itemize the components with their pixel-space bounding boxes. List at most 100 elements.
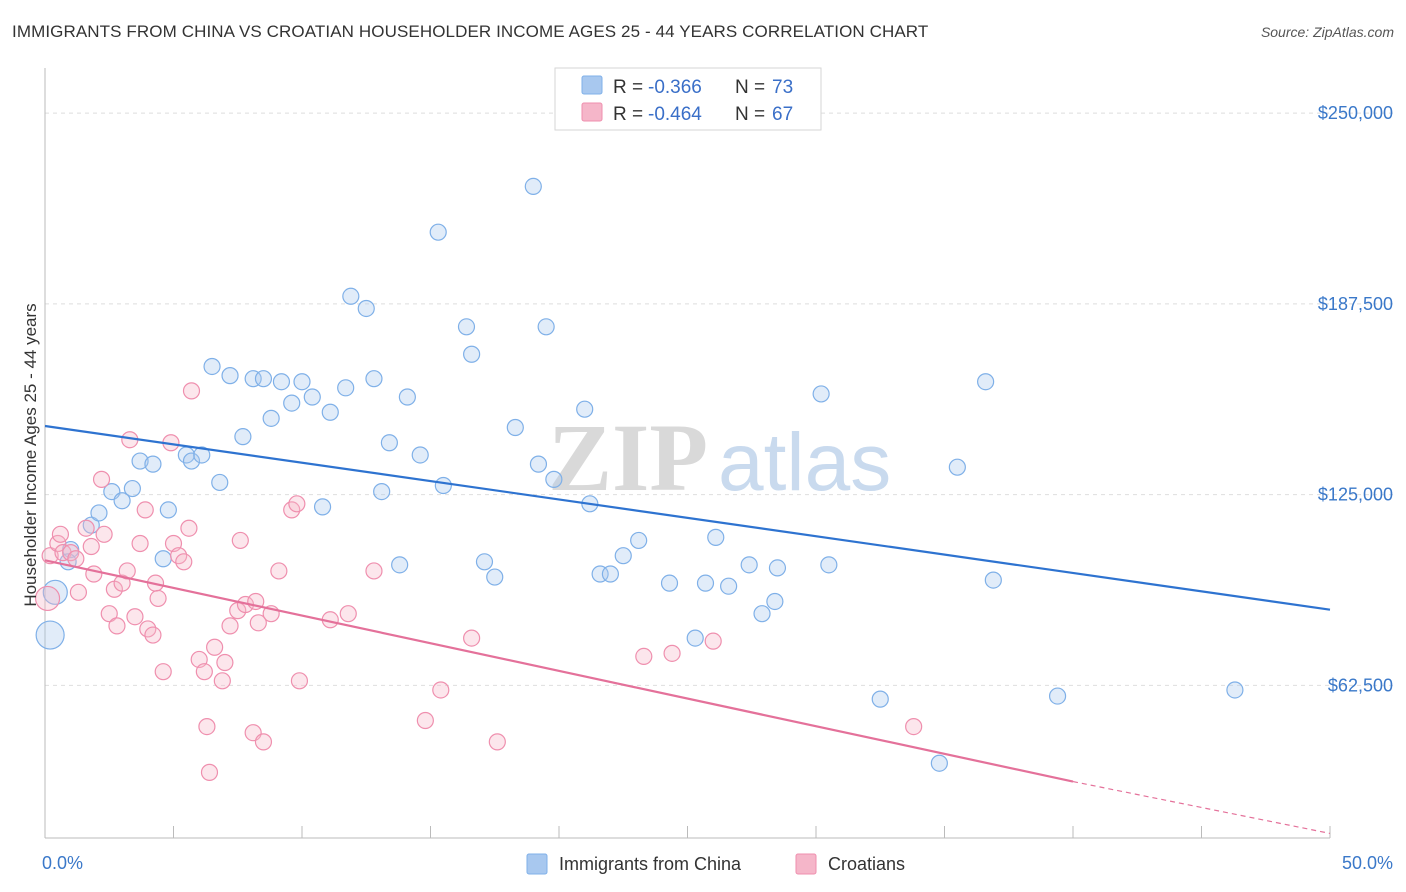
data-point xyxy=(977,373,995,391)
data-point xyxy=(51,525,70,543)
data-point xyxy=(506,418,524,437)
data-point xyxy=(293,373,311,391)
data-point xyxy=(34,585,61,612)
legend-label-china: Immigrants from China xyxy=(559,854,742,874)
data-point xyxy=(486,568,504,586)
trend-line-croatians xyxy=(44,559,1074,783)
series-croatians-points xyxy=(34,382,923,781)
y-tick-label: $187,500 xyxy=(1318,294,1393,314)
data-point xyxy=(113,492,131,510)
data-point xyxy=(339,605,357,623)
stats-n-value-china: 73 xyxy=(772,77,793,98)
data-point xyxy=(231,531,249,550)
data-point xyxy=(663,644,681,662)
data-point xyxy=(206,638,224,656)
data-point xyxy=(766,592,784,611)
data-point xyxy=(216,653,234,672)
data-point xyxy=(576,400,594,418)
stats-r-label-croatians: R = xyxy=(613,104,643,125)
data-point xyxy=(221,367,239,385)
data-point xyxy=(198,718,216,736)
data-point xyxy=(768,559,787,577)
data-point xyxy=(342,287,360,305)
data-point xyxy=(262,409,280,427)
data-point xyxy=(234,428,252,446)
data-point xyxy=(144,626,162,644)
data-point xyxy=(303,388,321,406)
data-point xyxy=(254,733,273,751)
stats-swatch-croatians xyxy=(581,102,603,122)
data-point xyxy=(812,385,830,403)
watermark-atlas: atlas xyxy=(718,417,891,508)
watermark-zip: ZIP xyxy=(548,404,708,511)
data-point xyxy=(704,632,722,650)
data-point xyxy=(283,394,301,412)
trend-extension-croatians xyxy=(1072,780,1331,835)
data-point xyxy=(136,501,154,519)
data-point xyxy=(108,617,126,635)
data-point xyxy=(357,299,375,318)
data-point xyxy=(180,519,198,537)
data-point xyxy=(193,446,211,464)
data-point xyxy=(391,556,409,574)
legend-swatch-china xyxy=(526,853,548,875)
trend-lines xyxy=(44,424,1331,835)
watermark: ZIP atlas xyxy=(548,404,891,511)
data-point xyxy=(144,455,162,473)
data-point xyxy=(95,525,113,543)
gridlines xyxy=(45,112,1393,686)
x-tick-label: 50.0% xyxy=(1342,853,1393,873)
y-tick-label: $250,000 xyxy=(1318,103,1393,123)
data-point xyxy=(411,446,429,464)
stats-r-value-croatians: -0.464 xyxy=(648,104,702,125)
legend-item-croatians[interactable]: Croatians xyxy=(795,853,905,875)
legend-swatch-croatians xyxy=(795,853,817,875)
stats-swatch-china xyxy=(581,75,603,95)
data-point xyxy=(288,495,306,513)
chart-title: IMMIGRANTS FROM CHINA VS CROATIAN HOUSEH… xyxy=(12,22,929,41)
data-point xyxy=(272,373,291,391)
data-point xyxy=(429,223,447,241)
data-point xyxy=(905,718,923,736)
data-point xyxy=(434,476,452,495)
data-point xyxy=(154,550,172,568)
data-point xyxy=(707,528,725,546)
data-point xyxy=(660,574,679,592)
data-point xyxy=(92,470,111,488)
trend-line-china xyxy=(44,424,1331,611)
data-point xyxy=(131,534,149,553)
stats-n-value-croatians: 67 xyxy=(772,104,793,125)
stats-r-value-china: -0.366 xyxy=(648,77,702,98)
data-point xyxy=(211,473,229,492)
data-point xyxy=(398,388,416,406)
data-point xyxy=(488,733,506,751)
data-point xyxy=(203,357,221,376)
data-point xyxy=(82,537,100,556)
legend: Immigrants from China Croatians xyxy=(526,853,905,875)
data-point xyxy=(463,629,481,647)
data-point xyxy=(100,605,118,623)
data-point xyxy=(475,553,494,571)
data-point xyxy=(416,711,434,730)
data-point xyxy=(85,565,103,583)
data-point xyxy=(753,605,771,623)
data-point xyxy=(175,553,193,571)
axes xyxy=(44,68,1331,839)
data-point xyxy=(182,382,201,400)
data-point xyxy=(270,562,288,580)
stats-n-label-croatians: N = xyxy=(735,104,765,125)
data-point xyxy=(82,516,100,534)
data-point xyxy=(321,403,339,421)
data-point xyxy=(380,434,398,452)
data-point xyxy=(630,531,648,550)
data-point xyxy=(948,458,966,476)
legend-item-china[interactable]: Immigrants from China xyxy=(526,853,742,875)
data-point xyxy=(720,577,738,595)
data-point xyxy=(373,482,391,501)
data-point xyxy=(614,547,632,565)
data-point xyxy=(635,647,653,666)
data-point xyxy=(69,583,88,601)
data-point xyxy=(1226,681,1244,699)
data-point xyxy=(77,519,95,537)
data-point xyxy=(126,608,144,626)
